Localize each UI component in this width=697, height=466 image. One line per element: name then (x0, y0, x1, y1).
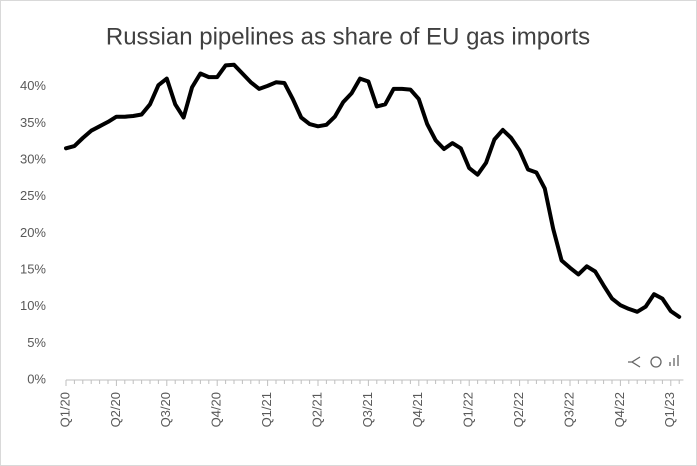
data-line (64, 62, 682, 319)
x-tick-label: Q3/22 (561, 392, 576, 427)
y-tick-label: 0% (27, 371, 46, 386)
x-tick-label: Q4/20 (209, 392, 224, 427)
y-tick-label: 20% (20, 225, 46, 240)
chart-title: Russian pipelines as share of EU gas imp… (106, 23, 590, 50)
y-tick-label: 10% (20, 298, 46, 313)
x-tick-label: Q4/21 (410, 392, 425, 427)
x-tick-label: Q1/20 (57, 392, 72, 427)
x-tick-label: Q1/21 (259, 392, 274, 427)
y-tick-label: 5% (27, 335, 46, 350)
x-tick-label: Q3/21 (360, 392, 375, 427)
x-tick-label: Q4/22 (612, 392, 627, 427)
x-tick-label: Q1/23 (662, 392, 677, 427)
logo (628, 355, 679, 368)
x-tick-label: Q1/22 (461, 392, 476, 427)
x-tick-label: Q2/21 (309, 392, 324, 427)
x-tick-label: Q2/22 (511, 392, 526, 427)
y-tick-label: 15% (20, 261, 46, 276)
x-tick-label: Q2/20 (108, 392, 123, 427)
y-tick-label: 30% (20, 151, 46, 166)
y-tick-label: 40% (20, 78, 46, 93)
y-tick-label: 25% (20, 188, 46, 203)
x-tick-label: Q3/20 (158, 392, 173, 427)
y-tick-label: 35% (20, 115, 46, 130)
